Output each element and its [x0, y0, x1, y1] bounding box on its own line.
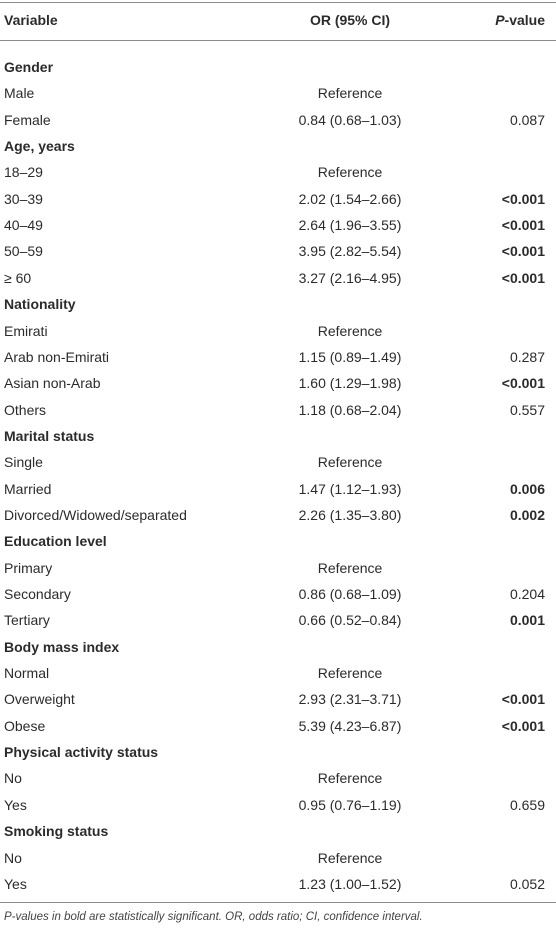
odds-ratio: Reference: [317, 770, 383, 787]
section-title: Marital status: [4, 427, 95, 444]
footnote: P-values in bold are statistically signi…: [4, 911, 423, 923]
top-rule: [0, 2, 556, 3]
bottom-rule: [0, 902, 556, 903]
section-title: Education level: [4, 533, 107, 550]
odds-ratio: 0.66 (0.52–0.84): [298, 612, 402, 629]
odds-ratio: Reference: [317, 454, 383, 471]
variable: Obese: [4, 717, 46, 734]
odds-ratio: 3.27 (2.16–4.95): [298, 269, 402, 286]
odds-ratio: 1.18 (0.68–2.04): [298, 401, 402, 418]
p-value: <0.001: [501, 375, 545, 392]
p-value: 0.006: [509, 480, 545, 497]
variable: Tertiary: [4, 612, 50, 629]
variable: Divorced/Widowed/separated: [4, 506, 187, 523]
header-or: OR (95% CI): [309, 12, 391, 28]
section-title: Age, years: [4, 138, 75, 155]
odds-ratio: 0.95 (0.76–1.19): [298, 796, 402, 813]
p-value: 0.204: [509, 586, 545, 602]
header-rule: [0, 40, 556, 41]
section-title: Gender: [4, 59, 54, 75]
p-value: <0.001: [501, 190, 545, 207]
p-value: <0.001: [501, 269, 545, 286]
variable: Arab non-Emirati: [4, 348, 110, 365]
section-title: Body mass index: [4, 638, 120, 655]
p-value: <0.001: [501, 243, 545, 260]
odds-ratio: 2.93 (2.31–3.71): [298, 691, 402, 708]
odds-ratio: 1.15 (0.89–1.49): [298, 348, 402, 365]
variable: Others: [4, 401, 47, 418]
p-value: 0.001: [509, 612, 545, 629]
variable: 40–49: [4, 217, 43, 234]
section-title: Smoking status: [4, 823, 109, 840]
variable: No: [4, 849, 22, 866]
variable: Primary: [4, 559, 53, 576]
variable: 18–29: [4, 164, 43, 181]
section-title: Physical activity status: [4, 744, 159, 761]
section-title: Nationality: [4, 296, 76, 313]
header-p-italic: P: [495, 12, 505, 28]
variable: 50–59: [4, 243, 43, 260]
p-value: 0.002: [509, 506, 545, 523]
variable: Secondary: [4, 586, 71, 602]
p-value: 0.659: [509, 796, 545, 813]
variable: Male: [4, 85, 35, 102]
variable: Yes: [4, 875, 27, 892]
odds-ratio: 2.64 (1.96–3.55): [298, 217, 402, 234]
header-p: P-value: [495, 11, 545, 29]
odds-ratio: 1.60 (1.29–1.98): [298, 375, 402, 392]
odds-ratio: 1.23 (1.00–1.52): [298, 875, 402, 892]
odds-ratio: 0.84 (0.68–1.03): [298, 111, 402, 128]
variable: No: [4, 770, 22, 787]
p-value: 0.287: [509, 348, 545, 365]
p-value: 0.052: [509, 875, 545, 892]
p-value: 0.087: [509, 111, 545, 128]
odds-ratio: Reference: [317, 665, 383, 682]
variable: Emirati: [4, 322, 48, 339]
variable: Married: [4, 480, 52, 497]
variable: Overweight: [4, 691, 75, 708]
odds-ratio: 2.26 (1.35–3.80): [298, 506, 402, 523]
p-value: 0.557: [509, 401, 545, 418]
odds-ratio: Reference: [317, 322, 383, 339]
header-variable: Variable: [4, 12, 58, 28]
p-value: <0.001: [501, 217, 545, 234]
header-p-rest: -value: [504, 12, 545, 28]
variable: Female: [4, 111, 51, 128]
odds-ratio: 1.47 (1.12–1.93): [298, 480, 402, 497]
p-value: <0.001: [501, 717, 545, 734]
odds-ratio: 5.39 (4.23–6.87): [298, 717, 402, 734]
odds-ratio: Reference: [317, 164, 383, 181]
variable: Yes: [4, 796, 27, 813]
odds-ratio: 2.02 (1.54–2.66): [298, 190, 402, 207]
variable: Single: [4, 454, 43, 471]
variable: 30–39: [4, 190, 43, 207]
odds-ratio: Reference: [317, 849, 383, 866]
odds-ratio: 0.86 (0.68–1.09): [298, 586, 402, 602]
variable: Normal: [4, 665, 50, 682]
variable: Asian non-Arab: [4, 375, 101, 392]
odds-ratio: 3.95 (2.82–5.54): [298, 243, 402, 260]
odds-ratio: Reference: [317, 559, 383, 576]
variable: ≥ 60: [4, 269, 32, 286]
odds-ratio: Reference: [317, 85, 383, 102]
p-value: <0.001: [501, 691, 545, 708]
